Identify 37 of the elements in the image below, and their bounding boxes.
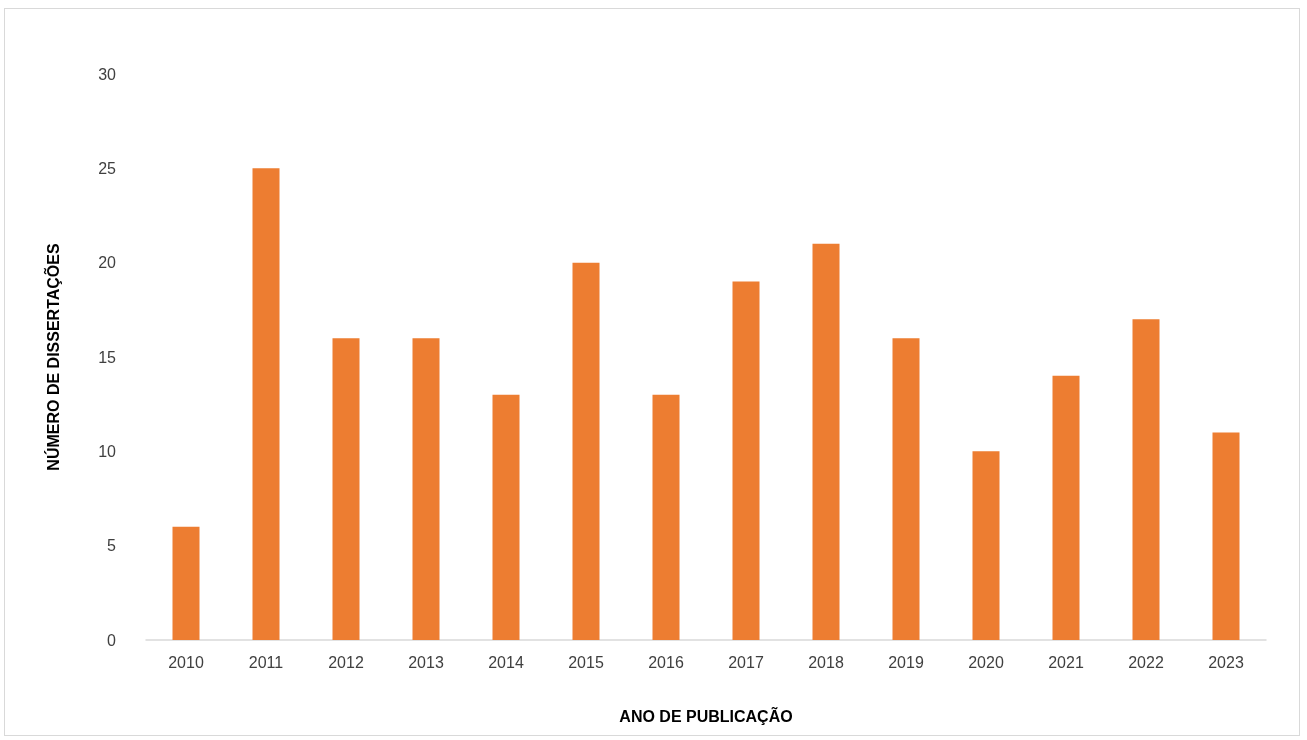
bar (252, 168, 280, 640)
bar (812, 243, 840, 640)
bar (332, 338, 360, 640)
y-tick-label: 5 (107, 537, 117, 555)
x-tick-label: 2022 (1128, 653, 1164, 671)
y-tick-label: 10 (98, 442, 117, 460)
bar (172, 526, 200, 640)
bar (1132, 319, 1160, 640)
y-tick-label: 30 (98, 65, 117, 83)
x-tick-label: 2012 (328, 653, 364, 671)
x-tick-label: 2017 (728, 653, 764, 671)
x-tick-label: 2011 (248, 653, 284, 671)
x-tick-label: 2023 (1208, 653, 1244, 671)
x-tick-label: 2018 (808, 653, 844, 671)
y-tick-label: 20 (98, 254, 117, 272)
y-tick-label: 25 (98, 159, 117, 177)
x-tick-label: 2016 (648, 653, 684, 671)
bar (892, 338, 920, 640)
x-axis-title: ANO DE PUBLICAÇÃO (619, 705, 793, 725)
bar (1212, 432, 1240, 640)
bar (652, 394, 680, 640)
bar (412, 338, 440, 640)
y-tick-label: 0 (107, 631, 117, 649)
x-tick-label: 2010 (168, 653, 204, 671)
y-tick-label: 15 (98, 348, 117, 366)
x-tick-label: 2013 (408, 653, 444, 671)
x-tick-label: 2015 (568, 653, 604, 671)
x-tick-label: 2020 (968, 653, 1004, 671)
bar (1052, 375, 1080, 640)
x-tick-label: 2019 (888, 653, 924, 671)
x-tick-label: 2021 (1048, 653, 1084, 671)
bar (572, 262, 600, 640)
bar (972, 451, 1000, 640)
bar (492, 394, 520, 640)
y-axis-title: NÚMERO DE DISSERTAÇÕES (42, 243, 62, 471)
bar (732, 281, 760, 640)
x-tick-label: 2014 (488, 653, 524, 671)
